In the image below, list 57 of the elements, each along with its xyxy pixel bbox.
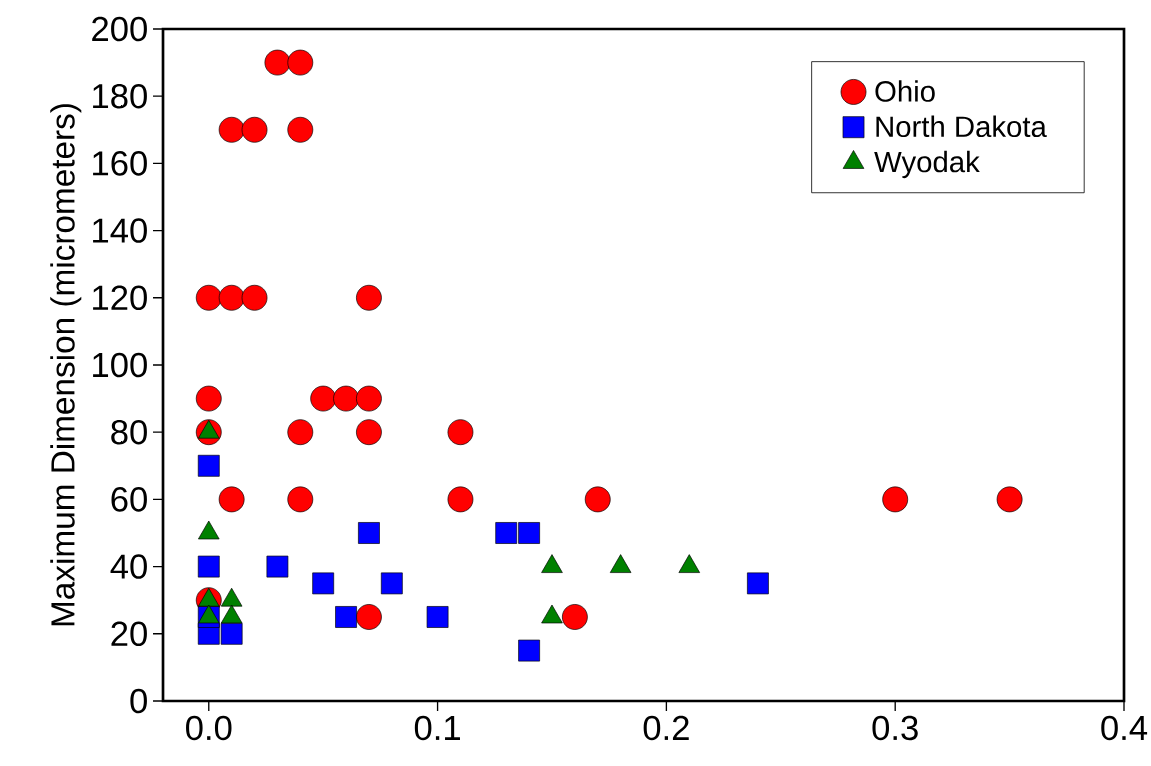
point xyxy=(287,419,314,446)
point xyxy=(241,116,268,143)
point xyxy=(287,116,314,143)
legend-label: North Dakota xyxy=(876,115,1047,138)
x-tick-label: 0.2 xyxy=(643,715,689,741)
point xyxy=(197,555,220,578)
point xyxy=(518,522,540,544)
point xyxy=(356,385,382,412)
point xyxy=(561,604,588,630)
y-tick-label: 80 xyxy=(111,419,147,445)
point xyxy=(584,486,611,513)
point xyxy=(218,486,245,513)
point xyxy=(287,486,314,513)
point xyxy=(195,284,222,311)
point xyxy=(356,419,382,446)
y-tick-label: 60 xyxy=(111,487,147,512)
point xyxy=(220,622,243,645)
y-tick-label: 100 xyxy=(93,352,147,378)
y-tick-label: 20 xyxy=(111,621,147,647)
point xyxy=(358,522,380,544)
point xyxy=(356,604,382,630)
point xyxy=(287,49,314,76)
point xyxy=(312,572,335,595)
point xyxy=(518,639,540,662)
point xyxy=(495,522,518,544)
x-tick-label: 0.1 xyxy=(414,715,460,741)
point xyxy=(447,419,474,446)
point xyxy=(218,284,245,311)
y-tick-label: 120 xyxy=(93,285,147,311)
point xyxy=(266,555,289,578)
y-tick-label: 180 xyxy=(93,83,147,109)
point xyxy=(356,284,382,311)
y-tick-label: 40 xyxy=(110,554,147,579)
legend-label: Ohio xyxy=(875,80,935,102)
legend-label: Wyodak xyxy=(874,150,980,179)
point xyxy=(241,284,268,311)
y-tick-label: 0 xyxy=(130,688,147,714)
x-tick-label: 0.3 xyxy=(872,715,918,741)
point xyxy=(447,486,474,513)
point xyxy=(996,486,1023,513)
point xyxy=(195,385,222,412)
point xyxy=(264,49,291,76)
point xyxy=(882,486,909,513)
x-tick-label: 0.4 xyxy=(1101,715,1148,741)
point xyxy=(380,572,403,595)
point xyxy=(197,454,220,477)
point xyxy=(747,572,769,595)
y-tick-label: 160 xyxy=(93,151,147,176)
point xyxy=(335,606,357,628)
point xyxy=(218,116,245,143)
point xyxy=(333,385,359,412)
point xyxy=(426,606,449,628)
y-tick-label: 140 xyxy=(93,218,147,243)
y-axis-title: Maximum Dimension (micrometers) xyxy=(50,104,82,626)
x-tick-label: 0.0 xyxy=(186,715,232,741)
point xyxy=(310,385,337,412)
y-tick-label: 200 xyxy=(92,16,147,42)
